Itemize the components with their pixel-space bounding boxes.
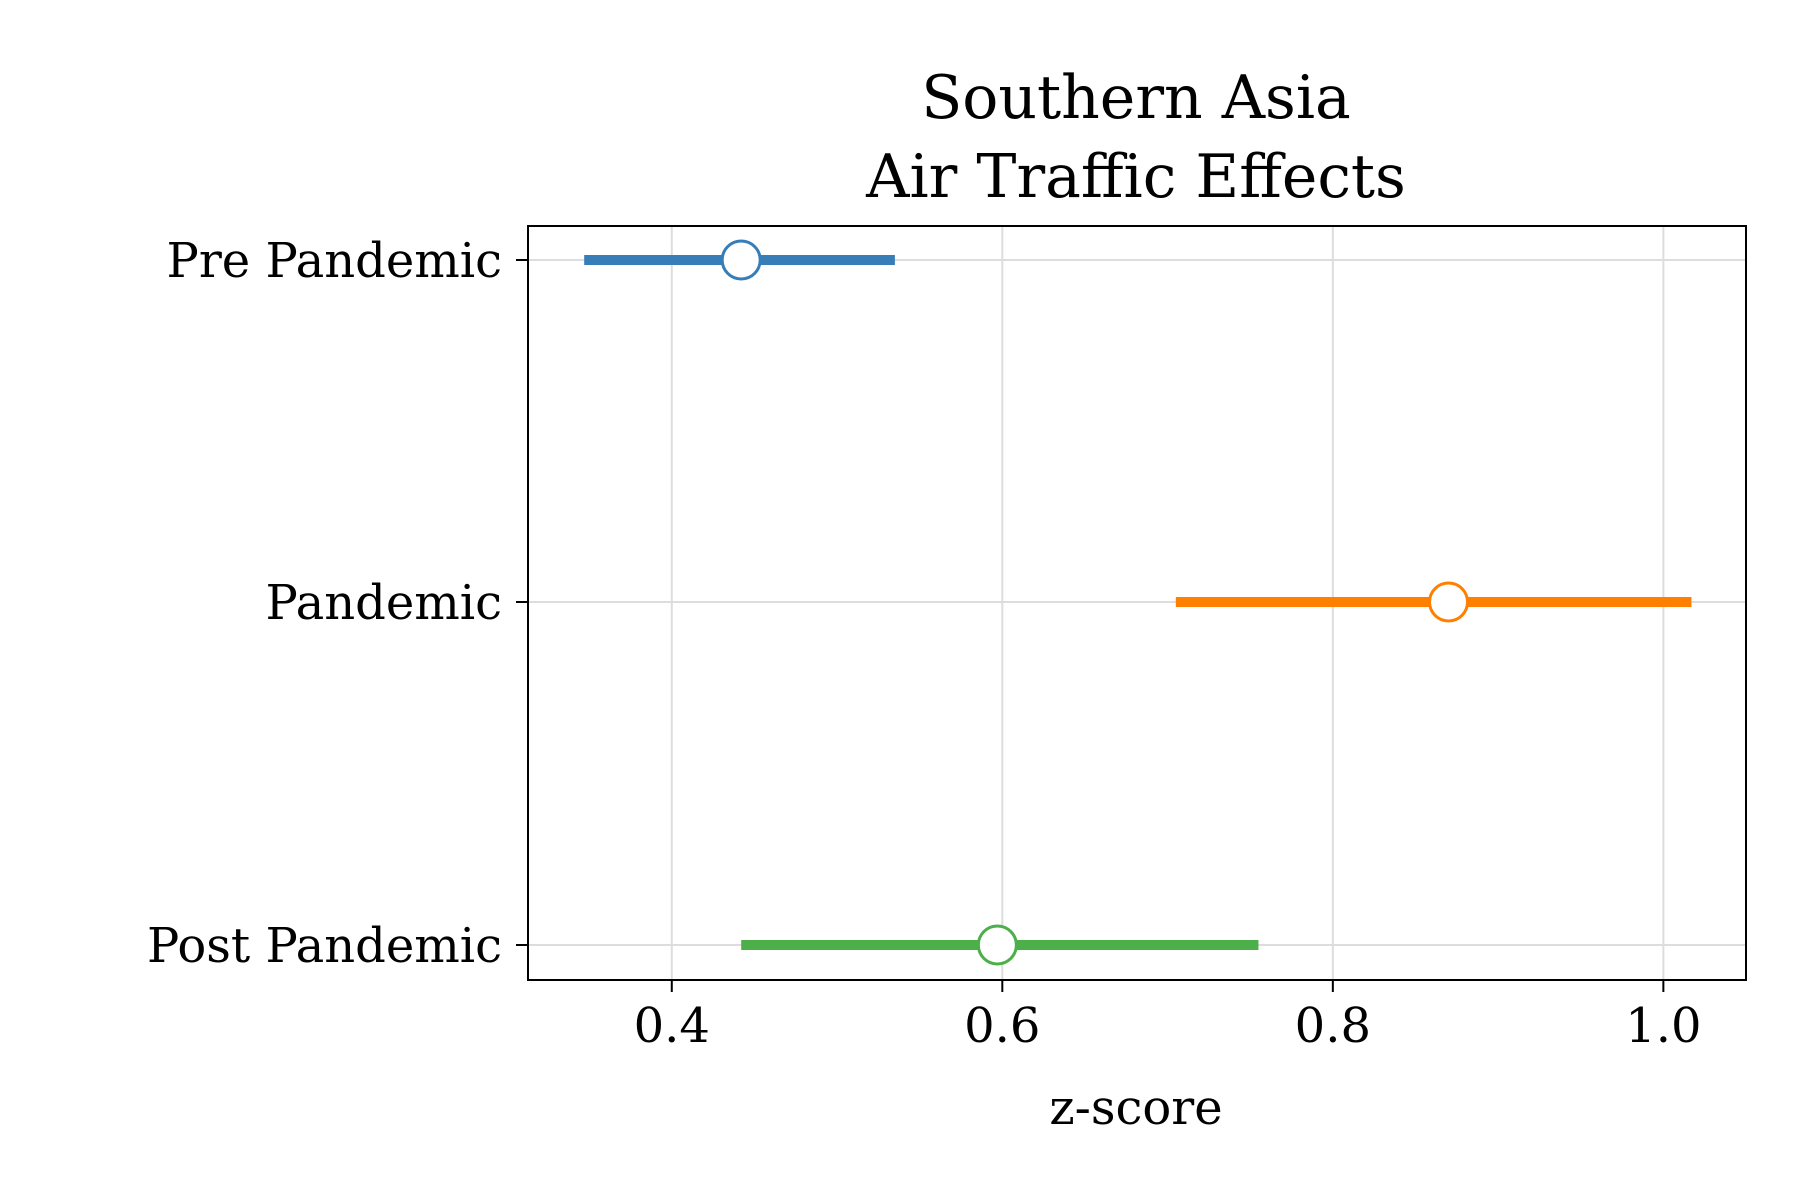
- estimate-point-post-pandemic: [976, 924, 1018, 966]
- estimate-point-pre-pandemic: [720, 239, 762, 281]
- y-tick-label-pre-pandemic: Pre Pandemic: [167, 233, 502, 289]
- x-axis-label: z-score: [1049, 1080, 1222, 1136]
- x-tick-label: 0.6: [964, 998, 1040, 1054]
- y-tick-label-post-pandemic: Post Pandemic: [147, 918, 502, 974]
- x-tick-label: 0.4: [634, 998, 710, 1054]
- chart-title-line-2: Air Traffic Effects: [865, 142, 1406, 212]
- axis-layer: 0.4 0.6 0.8 1.0 Pre Pandemic Pandemic Post Pan…: [147, 233, 1702, 1054]
- x-tick-label: 1.0: [1625, 998, 1701, 1054]
- series-layer: [584, 239, 1692, 966]
- x-tick-label: 0.8: [1295, 998, 1371, 1054]
- estimate-point-pandemic: [1428, 581, 1470, 623]
- chart-title-line-1: Southern Asia: [921, 63, 1351, 133]
- y-tick-label-pandemic: Pandemic: [265, 575, 502, 631]
